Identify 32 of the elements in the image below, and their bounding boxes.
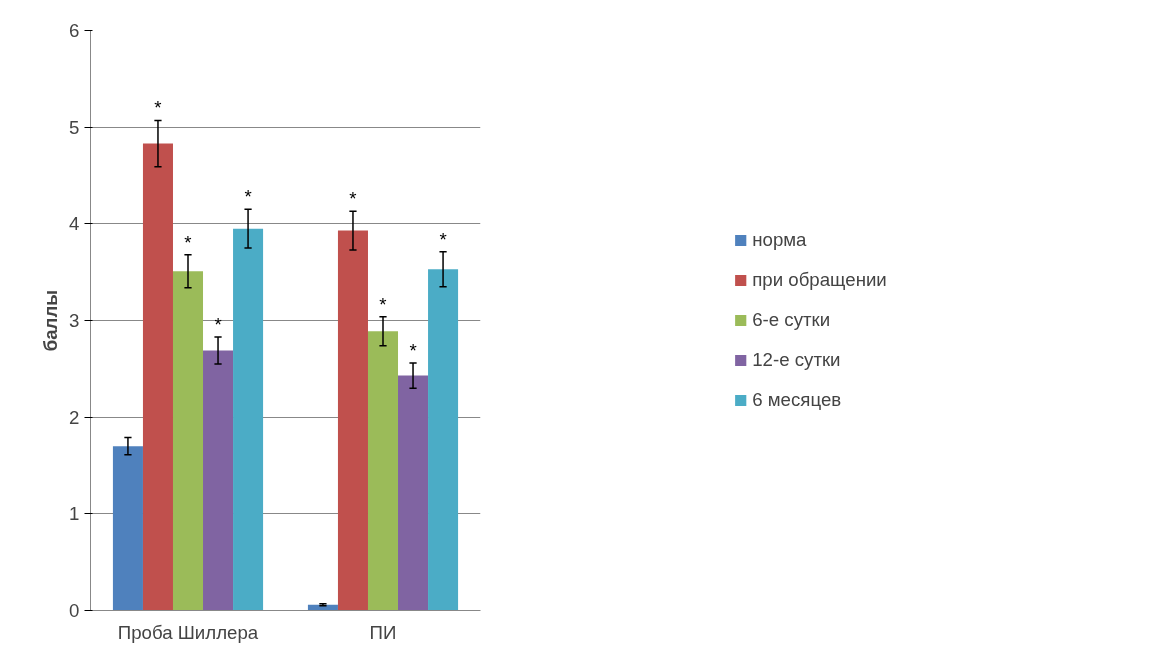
bar	[233, 228, 264, 611]
legend-label: норма	[752, 229, 807, 251]
bar	[142, 143, 173, 611]
bar	[112, 446, 143, 611]
y-tick-label: 2	[69, 406, 80, 428]
y-tick-label: 1	[69, 503, 80, 525]
bar	[367, 331, 399, 611]
bar	[203, 350, 234, 611]
y-tick-label: 0	[69, 600, 80, 621]
data-label: *	[244, 186, 252, 208]
y-tick-label: 4	[69, 213, 80, 235]
y-tick-label: 5	[69, 116, 80, 138]
legend-label: 12-е сутки	[752, 349, 841, 371]
bar	[428, 269, 459, 611]
data-label: *	[349, 188, 357, 210]
y-tick-label: 3	[69, 310, 80, 331]
x-tick-label: Проба Шиллера	[117, 621, 259, 643]
bar	[337, 230, 368, 611]
bar	[398, 375, 429, 611]
data-label: *	[379, 293, 387, 315]
y-tick-label: 6	[69, 20, 80, 41]
y-axis-title: баллы	[40, 289, 62, 352]
legend-label: 6 месяцев	[752, 389, 842, 411]
x-tick-label: ПИ	[369, 621, 397, 643]
data-label: *	[184, 231, 192, 253]
data-label: *	[214, 313, 222, 335]
bar	[172, 271, 204, 611]
data-label: *	[439, 228, 447, 250]
data-label: *	[409, 340, 417, 362]
legend-label: при обращении	[752, 269, 887, 291]
data-label: *	[154, 97, 162, 119]
legend-label: 6-е сутки	[752, 309, 831, 331]
